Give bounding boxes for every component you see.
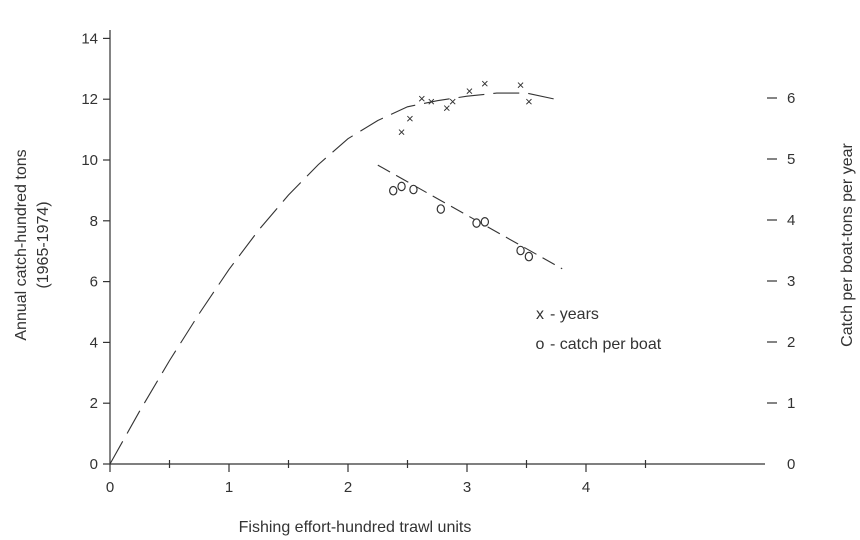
y-axis-left-title: Annual catch-hundred tons xyxy=(13,149,30,340)
y-left-tick-label: 10 xyxy=(81,152,98,169)
y-right-tick-label: 1 xyxy=(787,395,795,412)
y-right-tick-label: 6 xyxy=(787,90,795,107)
y-right-tick-label: 0 xyxy=(787,456,795,473)
y-axis-left-subtitle: (1965-1974) xyxy=(35,201,52,288)
x-tick-label: 2 xyxy=(344,479,352,496)
y-axis-right-title: Catch per boat-tons per year xyxy=(839,143,856,347)
x-tick-label: 4 xyxy=(582,479,590,496)
catch-per-boat-point-marker xyxy=(436,204,446,214)
catch-per-boat-point-marker xyxy=(524,251,534,262)
y-left-tick-label: 14 xyxy=(81,30,98,47)
year-point-marker: × xyxy=(428,94,436,109)
legend-catch-per-boat-label: - catch per boat xyxy=(550,336,662,353)
year-point-marker: × xyxy=(398,125,406,140)
year-point-marker: × xyxy=(406,111,414,126)
x-tick-label: 0 xyxy=(106,479,114,496)
y-left-tick-label: 12 xyxy=(81,91,98,108)
year-point-marker: × xyxy=(481,76,489,91)
catch-per-boat-point-marker xyxy=(397,181,406,192)
year-point-marker: × xyxy=(466,84,474,99)
legend-catch-per-boat-symbol: o xyxy=(536,336,545,353)
y-right-tick-label: 5 xyxy=(787,151,795,168)
y-right-tick-label: 4 xyxy=(787,212,795,229)
x-tick-label: 3 xyxy=(463,479,471,496)
data-marks: ××× × ×××× ×× xyxy=(389,76,534,262)
year-point-marker: × xyxy=(443,100,451,115)
catch-per-boat-point-marker xyxy=(409,184,418,195)
year-point-marker: × xyxy=(449,94,457,109)
y-right-tick-label: 3 xyxy=(787,273,795,290)
x-tick-label: 1 xyxy=(225,479,233,496)
catch-per-boat-point-marker xyxy=(389,185,398,196)
legend-years-label: - years xyxy=(550,306,599,323)
y-left-tick-label: 8 xyxy=(90,213,98,230)
catch-per-boat-point-marker xyxy=(480,217,490,227)
axis-labels: Fishing effort-hundred trawl units Annua… xyxy=(13,143,856,537)
year-point-marker: × xyxy=(525,94,533,109)
legend: x - years o - catch per boat xyxy=(536,306,662,353)
y-right-tick-label: 2 xyxy=(787,334,795,351)
year-point-marker: × xyxy=(418,91,426,106)
catch-per-boat-point-marker xyxy=(516,245,525,256)
y-left-tick-label: 2 xyxy=(90,395,98,412)
legend-years-symbol: x xyxy=(536,306,544,323)
y-left-tick-label: 6 xyxy=(90,274,98,291)
catch-per-boat-point-marker xyxy=(472,218,481,228)
y-left-tick-label: 0 xyxy=(90,456,98,473)
annual-catch-curve xyxy=(109,92,563,465)
x-axis-title: Fishing effort-hundred trawl units xyxy=(239,519,472,536)
y-left-tick-label: 4 xyxy=(90,334,98,351)
year-point-marker: × xyxy=(517,78,525,93)
catch-per-boat-line xyxy=(377,164,563,270)
fitted-curves xyxy=(109,92,563,465)
